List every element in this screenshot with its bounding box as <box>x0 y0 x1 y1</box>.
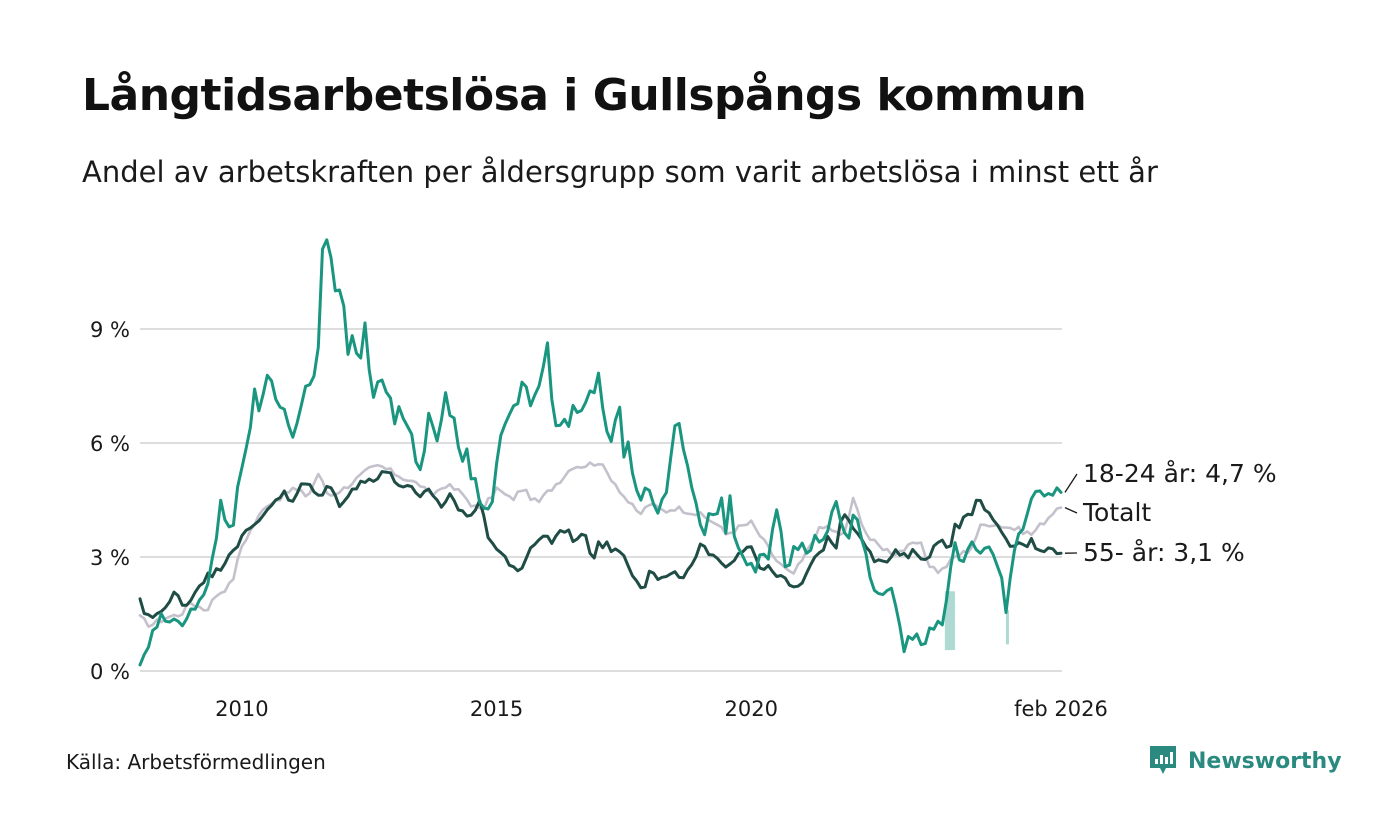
uncertainty-bands <box>944 591 1009 651</box>
series-lines <box>138 238 1063 667</box>
series-end-label: 18-24 år: 4,7 % <box>1083 459 1277 488</box>
y-tick-label: 0 % <box>90 660 130 684</box>
series-line-totalt <box>138 461 1063 628</box>
series-labels: Totalt 55- år: 3,1 % 18-24 år: 4,7 % <box>1064 459 1277 567</box>
source-credit: Källa: Arbetsförmedlingen <box>66 750 326 774</box>
uncertainty-band <box>1005 610 1009 645</box>
axis-labels: 0 % 3 % 6 % 9 % 2010 2015 2020 feb 2026 <box>90 318 1108 721</box>
uncertainty-band <box>944 591 956 651</box>
x-tick-label: 2020 <box>725 697 778 721</box>
label-leader <box>1064 507 1078 514</box>
y-tick-label: 9 % <box>90 318 130 342</box>
series-line-18-24-r <box>138 238 1063 667</box>
x-tick-label: 2010 <box>215 697 268 721</box>
series-end-label: 55- år: 3,1 % <box>1083 538 1245 567</box>
chart-subtitle: Andel av arbetskraften per åldersgrupp s… <box>82 155 1158 189</box>
chart-title: Långtidsarbetslösa i Gullspångs kommun <box>82 70 1087 121</box>
x-tick-label: 2015 <box>470 697 523 721</box>
y-tick-label: 3 % <box>90 546 130 570</box>
brand-logo[interactable]: Newsworthy <box>1148 744 1342 778</box>
newsworthy-logo-icon <box>1150 746 1176 774</box>
series-line-55-r <box>138 470 1063 619</box>
brand-name: Newsworthy <box>1188 748 1342 774</box>
series-end-label: Totalt <box>1082 498 1151 527</box>
y-tick-label: 6 % <box>90 432 130 456</box>
label-leader <box>1064 473 1078 493</box>
x-tick-label: feb 2026 <box>1014 697 1108 721</box>
